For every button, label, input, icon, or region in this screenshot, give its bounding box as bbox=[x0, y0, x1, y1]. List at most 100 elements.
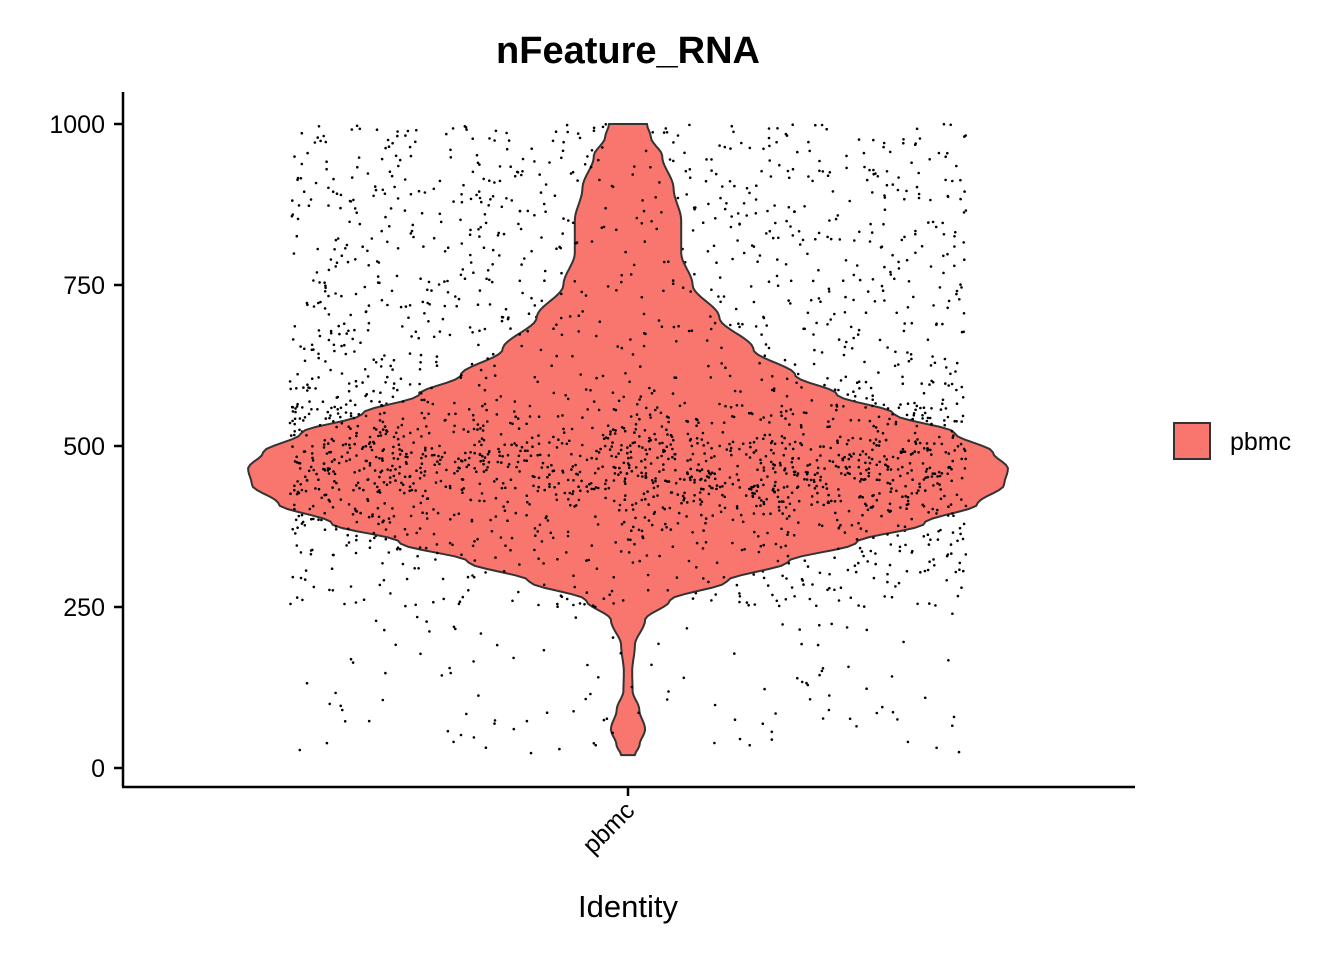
jitter-point bbox=[380, 229, 384, 233]
jitter-point bbox=[629, 538, 632, 542]
jitter-point bbox=[420, 435, 423, 438]
jitter-point bbox=[567, 219, 570, 222]
jitter-point bbox=[493, 181, 496, 184]
jitter-point bbox=[826, 235, 829, 239]
jitter-point bbox=[456, 469, 459, 473]
jitter-point bbox=[488, 179, 491, 182]
jitter-point bbox=[419, 466, 422, 470]
jitter-point bbox=[370, 448, 374, 452]
jitter-point bbox=[809, 298, 813, 302]
jitter-point bbox=[783, 358, 787, 362]
jitter-point bbox=[523, 257, 526, 260]
jitter-point bbox=[418, 368, 422, 371]
jitter-point bbox=[901, 382, 905, 386]
jitter-point bbox=[690, 329, 694, 333]
jitter-point bbox=[771, 593, 774, 597]
jitter-point bbox=[829, 318, 832, 321]
jitter-point bbox=[542, 202, 546, 206]
jitter-point bbox=[918, 441, 922, 445]
jitter-point bbox=[301, 520, 305, 524]
jitter-point bbox=[662, 289, 665, 293]
jitter-point bbox=[953, 449, 956, 452]
jitter-point bbox=[896, 457, 900, 460]
jitter-point bbox=[952, 434, 955, 437]
jitter-point bbox=[377, 261, 381, 264]
jitter-point bbox=[896, 718, 899, 721]
jitter-point bbox=[889, 270, 892, 274]
jitter-point bbox=[687, 559, 691, 563]
jitter-point bbox=[700, 477, 703, 481]
jitter-point bbox=[744, 494, 748, 497]
jitter-point bbox=[482, 246, 486, 249]
jitter-point bbox=[374, 455, 378, 459]
jitter-point bbox=[671, 455, 674, 459]
jitter-point bbox=[526, 329, 529, 333]
jitter-point bbox=[853, 395, 857, 398]
jitter-point bbox=[610, 445, 614, 448]
jitter-point bbox=[881, 431, 885, 435]
jitter-point bbox=[932, 558, 935, 561]
jitter-point bbox=[316, 136, 320, 139]
jitter-point bbox=[372, 442, 376, 445]
jitter-point bbox=[473, 467, 477, 470]
jitter-point bbox=[858, 453, 862, 457]
jitter-point bbox=[529, 751, 533, 755]
jitter-point bbox=[594, 605, 597, 609]
jitter-point bbox=[412, 441, 415, 444]
jitter-point bbox=[305, 301, 309, 305]
jitter-point bbox=[542, 583, 546, 587]
jitter-point bbox=[816, 643, 820, 647]
jitter-point bbox=[327, 204, 330, 207]
jitter-point bbox=[811, 583, 814, 586]
jitter-point bbox=[500, 486, 504, 490]
jitter-point bbox=[314, 487, 317, 490]
jitter-point bbox=[662, 468, 665, 472]
jitter-point bbox=[398, 472, 401, 475]
jitter-point bbox=[444, 485, 448, 489]
jitter-point bbox=[822, 445, 825, 448]
jitter-point bbox=[350, 176, 354, 179]
jitter-point bbox=[837, 338, 841, 341]
jitter-point bbox=[629, 338, 632, 341]
jitter-point bbox=[477, 228, 480, 231]
jitter-point bbox=[367, 304, 371, 307]
jitter-point bbox=[954, 570, 958, 574]
jitter-point bbox=[628, 380, 631, 384]
jitter-point bbox=[584, 697, 587, 701]
jitter-point bbox=[423, 312, 426, 315]
jitter-point bbox=[384, 671, 387, 675]
jitter-point bbox=[396, 388, 399, 392]
jitter-point bbox=[384, 537, 388, 541]
jitter-point bbox=[554, 130, 558, 133]
jitter-point bbox=[736, 464, 739, 468]
jitter-point bbox=[327, 472, 331, 475]
jitter-point bbox=[735, 505, 739, 508]
jitter-point bbox=[812, 333, 815, 336]
jitter-point bbox=[957, 750, 961, 754]
jitter-point bbox=[943, 494, 946, 498]
jitter-point bbox=[381, 404, 384, 408]
jitter-point bbox=[364, 414, 368, 418]
jitter-point bbox=[309, 552, 313, 556]
jitter-point bbox=[781, 623, 784, 626]
jitter-point bbox=[399, 377, 403, 381]
jitter-point bbox=[802, 411, 806, 414]
jitter-point bbox=[780, 441, 784, 445]
jitter-point bbox=[584, 294, 588, 297]
jitter-point bbox=[874, 562, 877, 566]
jitter-point bbox=[816, 500, 819, 504]
jitter-point bbox=[295, 234, 299, 238]
jitter-point bbox=[759, 418, 762, 421]
jitter-point bbox=[704, 479, 707, 482]
jitter-point bbox=[829, 446, 832, 450]
jitter-point bbox=[525, 514, 528, 517]
jitter-point bbox=[733, 184, 736, 188]
jitter-point bbox=[427, 412, 430, 416]
jitter-point bbox=[619, 471, 622, 474]
jitter-point bbox=[393, 185, 396, 189]
jitter-point bbox=[755, 437, 759, 440]
jitter-point bbox=[926, 449, 929, 452]
jitter-point bbox=[438, 212, 442, 216]
jitter-point bbox=[436, 511, 440, 515]
jitter-point bbox=[307, 386, 310, 389]
